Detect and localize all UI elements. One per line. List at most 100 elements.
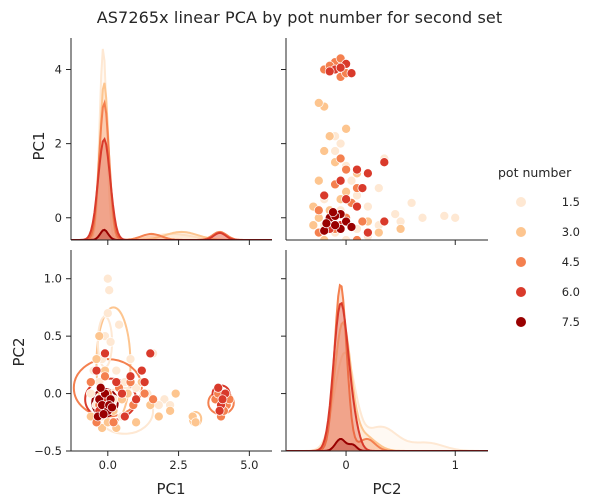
scatter-point-3.0 [131, 417, 141, 428]
scatter-point-6.0 [319, 190, 330, 201]
panel-pc2-vs-pc1-scatter [308, 53, 461, 240]
legend-label-1.5: 1.5 [562, 195, 580, 209]
y-tick-label: 2 [55, 137, 62, 151]
scatter-point-1.5 [114, 319, 124, 330]
scatter-point-3.0 [319, 146, 330, 156]
scatter-point-6.0 [341, 194, 351, 205]
scatter-point-1.5 [111, 365, 122, 376]
kde-fill-1.5 [286, 352, 488, 451]
x-axis-label-pc1: PC1 [156, 480, 185, 498]
kde-line-6.0 [286, 301, 488, 451]
scatter-point-6.0 [139, 377, 150, 387]
y-tick-label: 0.0 [44, 387, 62, 401]
legend-label-7.5: 7.5 [562, 315, 580, 329]
y-tick-label: 0.5 [44, 329, 62, 343]
x-tick-label: 0 [342, 458, 349, 472]
scatter-point-6.0 [352, 201, 362, 212]
scatter-point-3.0 [190, 417, 201, 428]
scatter-point-3.0 [94, 331, 105, 341]
scatter-point-1.5 [439, 211, 450, 221]
scatter-point-4.5 [357, 216, 368, 227]
scatter-point-6.0 [125, 371, 136, 382]
panel-pc2-diagonal-kde [286, 283, 488, 451]
scatter-point-6.0 [91, 365, 102, 376]
scatter-point-7.5 [321, 218, 332, 229]
scatter-point-4.5 [335, 153, 346, 164]
scatter-point-3.0 [153, 411, 164, 422]
scatter-point-3.0 [373, 227, 384, 238]
scatter-point-7.5 [98, 409, 109, 420]
scatter-point-1.5 [125, 354, 136, 364]
x-axis-label-pc2: PC2 [372, 480, 401, 498]
legend: pot number 1.5 3.0 4.5 6.0 7.5 [498, 165, 580, 329]
y-tick-label: 0 [55, 211, 62, 225]
legend-marker-3.0 [516, 227, 526, 237]
scatter-point-6.0 [346, 68, 357, 79]
scatter-point-1.5 [373, 183, 384, 193]
scatter-point-3.0 [324, 131, 335, 142]
kde-line-1.5 [286, 351, 488, 451]
kde-line-7.5 [71, 228, 272, 240]
scatter-point-6.0 [117, 388, 127, 399]
y-tick-label: 4 [55, 63, 62, 77]
scatter-point-1.5 [102, 308, 113, 319]
scatter-point-7.5 [107, 402, 117, 413]
scatter-point-4.5 [313, 205, 324, 216]
scatter-point-4.5 [148, 394, 158, 405]
scatter-point-3.0 [170, 388, 181, 399]
scatter-point-1.5 [417, 212, 428, 223]
scatter-point-4.5 [341, 164, 351, 175]
panel-pc1-diagonal-kde [71, 48, 272, 240]
y-axis-label-pc2: PC2 [10, 337, 28, 366]
legend-marker-1.5 [516, 197, 526, 207]
kde-fill-3.0 [286, 322, 488, 451]
axes-layer: 0.0 2.5 5.0 0 1 0 2 4 −0.5 0.0 0.5 1.0 [34, 38, 488, 472]
scatter-point-1.5 [406, 198, 417, 208]
scatter-point-6.0 [111, 377, 122, 387]
scatter-point-6.0 [363, 227, 373, 238]
legend-label-6.0: 6.0 [562, 285, 580, 299]
scatter-point-3.0 [313, 98, 324, 108]
scatter-point-1.5 [104, 285, 115, 296]
y-axis-label-pc1: PC1 [30, 131, 48, 160]
scatter-point-4.5 [139, 388, 150, 399]
scatter-point-3.0 [395, 224, 406, 234]
kde-line-3.0 [71, 82, 272, 240]
scatter-point-6.0 [352, 164, 362, 175]
scatter-point-1.5 [450, 212, 461, 223]
scatter-point-6.0 [213, 382, 224, 393]
scatter-point-6.0 [324, 66, 335, 77]
y-tick-label: 1.0 [44, 272, 62, 286]
scatter-point-6.0 [357, 183, 368, 193]
scatter-point-1.5 [341, 235, 351, 240]
scatter-point-6.0 [379, 157, 390, 168]
scatter-point-1.5 [363, 201, 373, 212]
scatter-point-1.5 [335, 138, 346, 149]
legend-marker-6.0 [516, 287, 526, 297]
scatter-point-3.0 [165, 405, 175, 416]
scatter-point-6.0 [335, 175, 346, 186]
scatter-point-6.0 [119, 411, 130, 422]
scatter-point-6.0 [217, 394, 228, 405]
scatter-point-7.5 [328, 207, 338, 218]
legend-label-4.5: 4.5 [562, 255, 580, 269]
scatter-point-4.5 [100, 371, 110, 382]
x-tick-label: 0.0 [99, 458, 117, 472]
scatter-point-4.5 [85, 377, 96, 387]
x-tick-label: 5.0 [240, 458, 258, 472]
legend-marker-7.5 [516, 317, 526, 327]
scatter-point-6.0 [379, 216, 390, 227]
kde-fill-6.0 [286, 303, 488, 451]
legend-marker-4.5 [516, 257, 526, 267]
scatter-point-1.5 [159, 394, 170, 405]
kde-fill-4.5 [286, 285, 488, 451]
x-tick-label: 1 [452, 458, 459, 472]
scatter-point-1.5 [330, 146, 340, 156]
scatter-point-1.5 [105, 337, 116, 347]
panel-pc1-vs-pc2-scatter-kde [72, 273, 235, 435]
scatter-point-3.0 [308, 220, 319, 231]
legend-title: pot number [498, 165, 572, 180]
scatter-point-6.0 [363, 168, 373, 179]
scatter-point-4.5 [108, 417, 119, 428]
